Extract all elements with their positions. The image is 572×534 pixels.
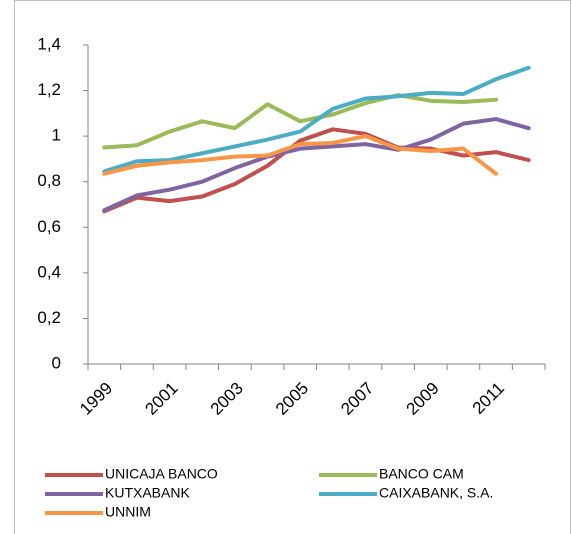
series-line [102,127,531,214]
y-tick-label: 1,2 [37,80,61,99]
x-tick-label: 2003 [207,379,247,419]
y-tick-label: 0,8 [37,171,61,190]
series-line [102,134,499,176]
y-tick-label: 0,4 [37,262,61,281]
x-tick-label: 2007 [337,379,377,419]
x-tick-label: 2005 [272,379,312,419]
chart-border [14,0,571,534]
y-tick-label: 1,4 [37,34,61,53]
x-tick-label: 1999 [76,379,116,419]
y-tick-label: 0,2 [37,308,61,327]
y-tick-label: 1 [52,126,61,145]
legend-label: UNICAJA BANCO [105,466,218,482]
y-tick-label: 0 [52,353,61,372]
legend-label: KUTXABANK [105,485,190,501]
x-tick-label: 2001 [141,379,181,419]
legend-label: UNNIM [105,504,151,520]
legend-label: CAIXABANK, S.A. [379,485,493,501]
series-line [102,65,531,174]
x-tick-label: 2009 [403,379,443,419]
series-line [102,117,531,213]
y-tick-label: 0,6 [37,217,61,236]
legend-label: BANCO CAM [379,466,464,482]
x-tick-label: 2011 [469,379,508,418]
series-line [102,93,499,150]
